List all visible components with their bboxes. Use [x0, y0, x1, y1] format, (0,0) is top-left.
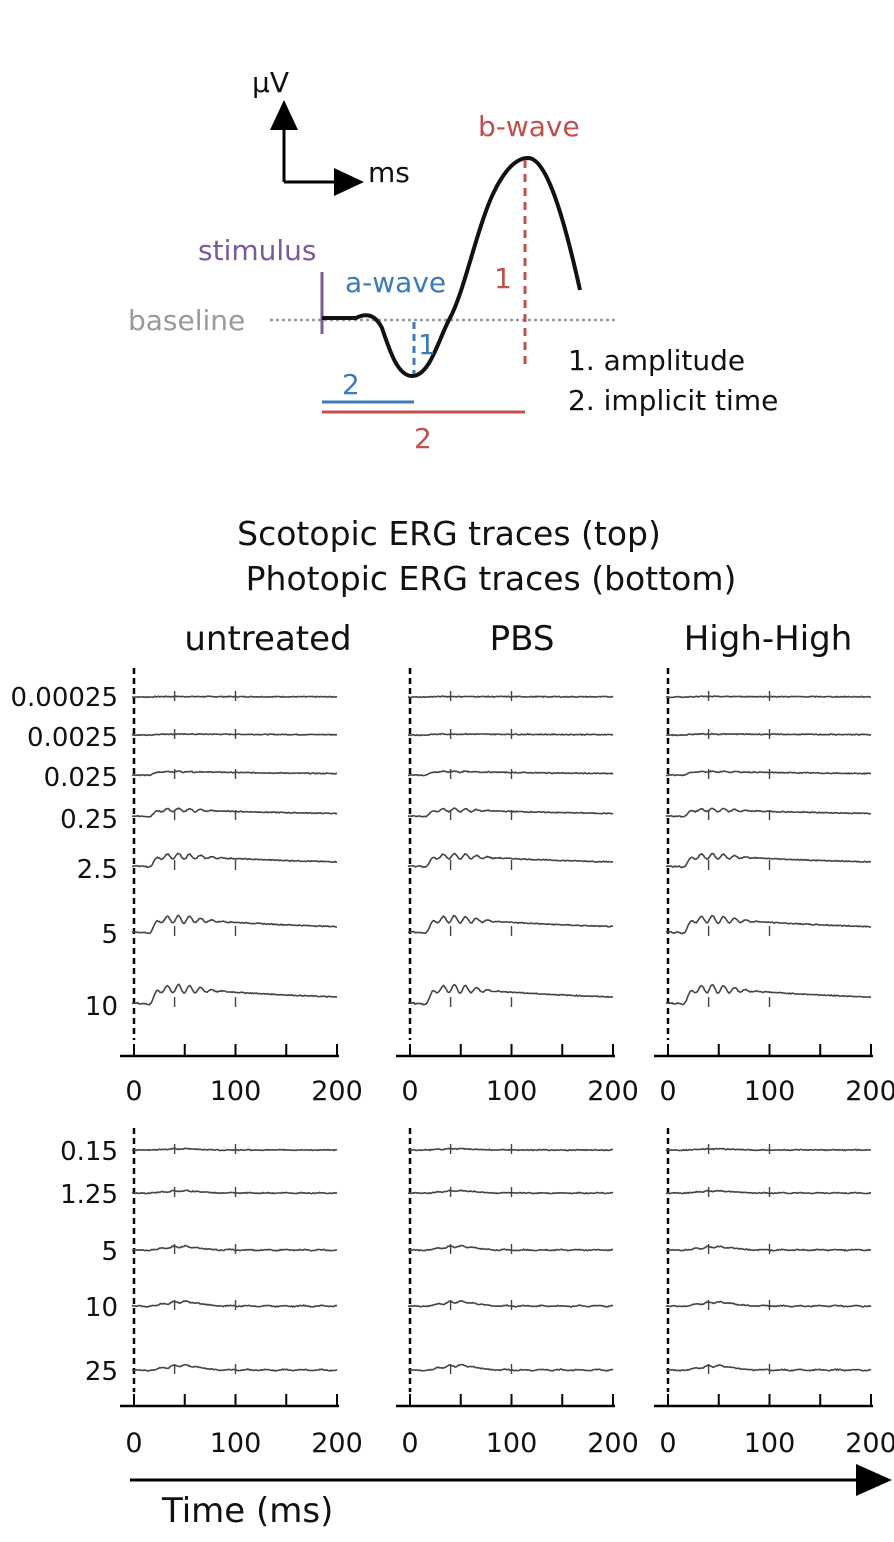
legend-amplitude: 1. amplitude [568, 344, 745, 377]
scotopic-row-label: 0.00025 [10, 683, 118, 713]
a-wave-amplitude-number: 1 [418, 328, 436, 361]
erg-trace [666, 770, 872, 777]
erg-trace [665, 915, 872, 935]
erg-trace [407, 695, 614, 699]
erg-trace [131, 732, 338, 737]
erg-trace [132, 1189, 338, 1195]
erg-trace [407, 1363, 614, 1372]
erg-trace [407, 1189, 614, 1195]
photopic-row-label: 25 [85, 1357, 118, 1387]
time-tick-label: 100 [486, 1076, 538, 1107]
erg-trace [665, 852, 872, 869]
y-unit-label: µV [252, 66, 289, 99]
erg-trace [407, 1244, 614, 1252]
photopic-row-label: 5 [101, 1237, 118, 1267]
erg-trace [407, 807, 614, 818]
erg-trace [407, 983, 614, 1006]
erg-trace [131, 914, 337, 935]
erg-trace [407, 852, 614, 869]
erg-trace [131, 1300, 338, 1308]
photopic-row-labels: 0.15 1.25 5 10 25 [60, 1137, 118, 1387]
erg-trace [131, 852, 337, 869]
erg-trace [407, 1147, 614, 1152]
b-wave-time-number: 2 [414, 422, 432, 455]
a-wave-time-number: 2 [342, 368, 360, 401]
trace-panels: 0 100 200 0 100 200 0 100 200 0 100 200 0 100 200 0 100 2… [120, 668, 894, 1459]
scotopic-row-label: 0.0025 [27, 723, 118, 753]
column-header-high-high: High-High [684, 619, 853, 659]
stimulus-label: stimulus [198, 234, 316, 267]
erg-trace [131, 1147, 338, 1152]
erg-trace [665, 807, 872, 818]
time-tick-label: 0 [125, 1076, 142, 1107]
time-tick-label: 100 [744, 1428, 796, 1459]
erg-trace [665, 1364, 872, 1372]
time-tick-label: 100 [744, 1076, 796, 1107]
time-tick-label: 0 [125, 1428, 142, 1459]
time-tick-label: 200 [587, 1076, 639, 1107]
time-tick-label: 100 [486, 1428, 538, 1459]
time-tick-label: 0 [401, 1076, 418, 1107]
schematic-axes [270, 100, 364, 196]
time-tick-label: 100 [210, 1076, 262, 1107]
schematic-diagram: µV ms baseline stimulus a-wave 1 2 b-wav… [128, 66, 778, 455]
erg-trace [407, 1299, 614, 1308]
time-tick-label: 0 [659, 1428, 676, 1459]
erg-trace [665, 1147, 872, 1152]
scotopic-row-label: 5 [101, 920, 118, 950]
photopic-row-label: 10 [85, 1293, 118, 1323]
scotopic-row-label: 0.25 [60, 805, 118, 835]
erg-trace [131, 695, 338, 699]
erg-trace [665, 1189, 872, 1195]
scotopic-row-labels: 0.00025 0.0025 0.025 0.25 2.5 5 10 [10, 683, 118, 1022]
b-wave-label: b-wave [478, 110, 580, 143]
figure-title-line-1: Scotopic ERG traces (top) [237, 514, 661, 553]
erg-trace [131, 807, 338, 818]
time-tick-label: 200 [845, 1428, 894, 1459]
time-arrow-head [856, 1464, 892, 1496]
time-tick-label: 200 [311, 1076, 363, 1107]
b-wave-amplitude-number: 1 [494, 262, 512, 295]
erg-trace [665, 695, 872, 699]
erg-trace [665, 1245, 872, 1252]
x-axis-label: Time (ms) [161, 1491, 333, 1531]
baseline-label: baseline [128, 304, 245, 337]
erg-trace [131, 1363, 338, 1372]
time-tick-label: 200 [587, 1428, 639, 1459]
time-tick-label: 100 [210, 1428, 262, 1459]
x-unit-label: ms [368, 156, 410, 189]
photopic-row-label: 1.25 [60, 1180, 118, 1210]
scotopic-row-label: 2.5 [77, 855, 118, 885]
scotopic-row-label: 0.025 [44, 763, 118, 793]
a-wave-label: a-wave [345, 266, 446, 299]
erg-trace [131, 770, 338, 777]
erg-trace [131, 1244, 338, 1252]
erg-trace [665, 732, 871, 737]
legend-implicit-time: 2. implicit time [568, 384, 778, 417]
column-header-untreated: untreated [184, 619, 351, 659]
scotopic-row-label: 10 [85, 992, 118, 1022]
time-tick-label: 200 [845, 1076, 894, 1107]
erg-trace [665, 983, 872, 1006]
time-tick-label: 0 [659, 1076, 676, 1107]
time-tick-label: 200 [311, 1428, 363, 1459]
erg-trace [407, 770, 614, 777]
photopic-row-label: 0.15 [60, 1137, 118, 1167]
erg-trace [407, 914, 614, 935]
time-tick-label: 0 [401, 1428, 418, 1459]
erg-waveform [322, 155, 582, 379]
figure-title-line-2: Photopic ERG traces (bottom) [246, 559, 737, 598]
erg-trace [665, 1300, 872, 1308]
column-header-pbs: PBS [490, 619, 555, 659]
erg-trace [407, 732, 614, 737]
erg-trace [131, 983, 338, 1006]
